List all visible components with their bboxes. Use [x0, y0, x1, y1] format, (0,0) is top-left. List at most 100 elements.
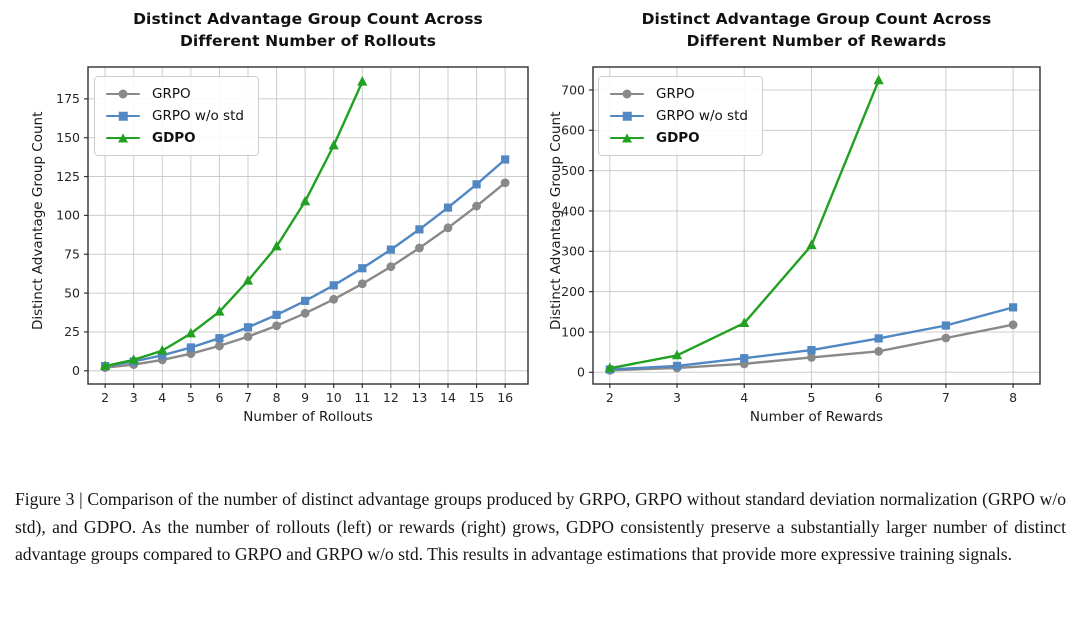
data-point-triangle	[214, 306, 225, 316]
circle-marker-icon	[106, 87, 140, 101]
x-tick-label: 2	[101, 390, 109, 405]
rollouts-chart: 2 3 4 5 6 7 8 9 10 11 12 13 14 15 16 0 25 50 75 100 125 150 17…	[56, 66, 529, 405]
square-marker-icon	[106, 109, 140, 123]
x-tick-label: 12	[383, 390, 399, 405]
data-point-square	[501, 155, 510, 164]
y-tick-label: 125	[56, 169, 80, 184]
data-point-circle	[215, 341, 224, 351]
rollouts-chart-panel: Distinct Advantage Group Count Across Di…	[0, 0, 540, 455]
data-point-circle	[500, 178, 510, 188]
legend-item-grpo: GRPO	[608, 83, 750, 105]
data-point-triangle	[271, 240, 282, 251]
rollouts-legend: GRPO GRPO w/o std GDPO	[94, 76, 259, 156]
axes-box	[87, 66, 529, 385]
rewards-legend: GRPO GRPO w/o std GDPO	[598, 76, 763, 156]
x-tick-label: 4	[740, 390, 748, 405]
data-point-triangle	[185, 327, 196, 338]
data-point-circle	[941, 333, 951, 343]
x-tick-label: 16	[497, 390, 513, 405]
triangle-marker-icon	[610, 131, 644, 145]
data-point-square	[472, 180, 481, 189]
data-point-circle	[272, 321, 281, 331]
data-point-square	[301, 296, 310, 305]
rewards-chart-panel: Distinct Advantage Group Count Across Di…	[540, 0, 1080, 455]
triangle-marker-icon	[106, 131, 140, 145]
legend-label: GRPO w/o std	[656, 108, 748, 124]
data-point-circle	[300, 308, 310, 318]
x-tick-label: 7	[942, 390, 950, 405]
charts-row: Distinct Advantage Group Count Across Di…	[0, 0, 1080, 455]
series-line-gdpo	[104, 81, 364, 368]
legend-item-gdpo: GDPO	[104, 127, 246, 149]
data-point-triangle	[157, 344, 168, 355]
x-tick-label: 8	[273, 390, 281, 405]
rewards-x-axis-label: Number of Rewards	[749, 409, 884, 425]
data-point-triangle	[328, 139, 339, 150]
x-tick-label: 6	[215, 390, 223, 405]
legend-item-gdpo: GDPO	[608, 127, 750, 149]
data-point-square	[186, 343, 195, 352]
data-point-square	[215, 334, 224, 343]
data-point-square	[807, 346, 816, 355]
x-tick-label: 9	[301, 390, 309, 405]
rollouts-x-axis-label: Number of Rollouts	[243, 409, 373, 425]
data-point-circle	[386, 262, 396, 272]
x-tick-label: 3	[673, 390, 681, 405]
y-tick-label: 300	[561, 244, 585, 259]
y-tick-label: 75	[64, 247, 80, 262]
x-tick-label: 13	[411, 390, 427, 405]
y-tick-label: 700	[561, 82, 585, 97]
legend-label: GDPO	[656, 130, 700, 146]
data-point-triangle	[739, 317, 750, 328]
legend-label: GRPO	[152, 86, 191, 102]
data-point-triangle	[604, 362, 615, 373]
legend-item-grpo-w-o-std: GRPO w/o std	[608, 105, 750, 127]
data-point-square	[874, 334, 883, 343]
data-point-square	[415, 225, 424, 234]
x-tick-label: 8	[1009, 390, 1017, 405]
y-tick-label: 100	[561, 324, 585, 339]
data-point-triangle	[100, 360, 111, 371]
data-point-triangle	[671, 349, 683, 360]
rollouts-chart-title: Distinct Advantage Group Count Across Di…	[133, 10, 483, 50]
legend-label: GRPO w/o std	[152, 108, 244, 124]
x-tick-label: 5	[187, 390, 195, 405]
circle-marker-icon	[610, 87, 644, 101]
y-tick-label: 500	[561, 163, 585, 178]
data-point-square	[272, 310, 281, 319]
data-point-square	[443, 203, 453, 212]
data-point-triangle	[128, 354, 139, 364]
data-point-circle	[1008, 320, 1018, 330]
x-tick-label: 5	[807, 390, 815, 405]
data-point-circle	[443, 223, 453, 233]
rewards-chart: 2 3 4 5 6 7 8 0 100 200 300 400 500 600 700	[561, 66, 1041, 405]
data-point-triangle	[873, 74, 884, 85]
legend-label: GRPO	[656, 86, 695, 102]
y-tick-label: 100	[56, 208, 80, 223]
x-tick-label: 4	[158, 390, 166, 405]
data-point-square	[672, 361, 682, 370]
data-point-circle	[415, 243, 424, 253]
square-marker-icon	[610, 109, 644, 123]
data-point-circle	[807, 352, 816, 362]
data-point-square	[158, 351, 167, 360]
legend-item-grpo-w-o-std: GRPO w/o std	[104, 105, 246, 127]
x-tick-label: 6	[875, 390, 883, 405]
y-tick-label: 175	[56, 91, 80, 106]
x-tick-label: 3	[130, 390, 138, 405]
data-point-square	[941, 321, 950, 330]
data-point-circle	[472, 201, 481, 211]
figure-caption: Figure 3 | Comparison of the number of d…	[15, 489, 1066, 565]
rewards-chart-title: Distinct Advantage Group Count Across Di…	[641, 10, 992, 50]
y-tick-label: 600	[561, 123, 585, 138]
data-point-square	[740, 354, 749, 363]
x-tick-label: 10	[326, 390, 342, 405]
data-point-square	[386, 245, 395, 254]
legend-item-grpo: GRPO	[104, 83, 246, 105]
data-point-circle	[874, 346, 884, 356]
x-tick-label: 11	[354, 390, 370, 405]
data-point-circle	[357, 279, 367, 289]
data-point-circle	[243, 332, 253, 342]
y-tick-label: 400	[561, 203, 585, 218]
